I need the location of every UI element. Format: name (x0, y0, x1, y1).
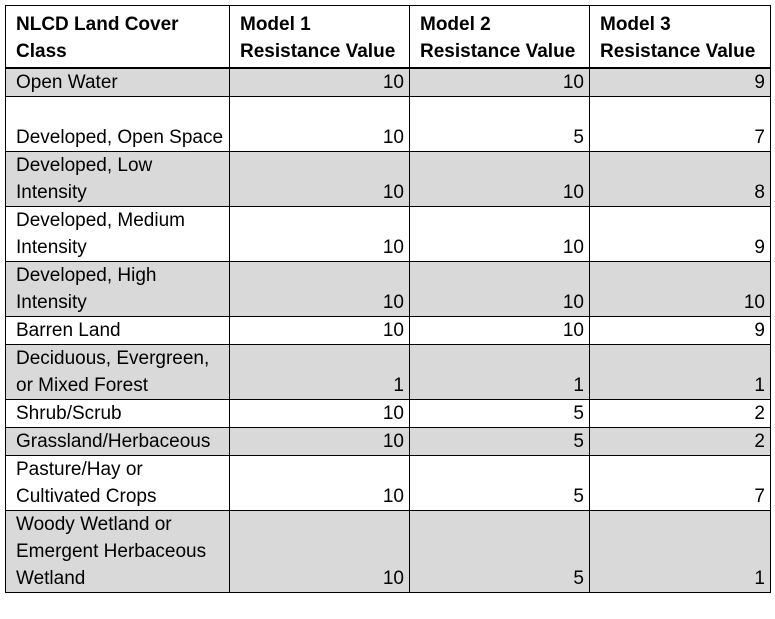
model-1-value: 10 (229, 151, 410, 207)
model-2-value: 10 (409, 206, 590, 262)
resistance-table: NLCD Land Cover Class Model 1 Resistance V… (5, 5, 771, 593)
model-2-value: 5 (409, 510, 590, 593)
table-row: Developed, Low Intensity 10 10 8 (5, 151, 771, 207)
model-2-value: 5 (409, 96, 590, 152)
model-1-value: 10 (229, 427, 410, 456)
model-2-value: 10 (409, 261, 590, 317)
model-3-value: 8 (589, 151, 771, 207)
model-3-value: 2 (589, 427, 771, 456)
header-model-2: Model 2 Resistance Value (409, 5, 590, 69)
table-row: Deciduous, Evergreen, or Mixed Forest 1 … (5, 344, 771, 400)
land-cover-class-cell: Pasture/Hay or Cultivated Crops (5, 455, 230, 511)
model-1-value: 10 (229, 455, 410, 511)
model-3-value: 9 (589, 316, 771, 345)
table-row: Developed, Medium Intensity 10 10 9 (5, 206, 771, 262)
model-3-value: 2 (589, 399, 771, 428)
table-row: Developed, High Intensity 10 10 10 (5, 261, 771, 317)
land-cover-class-cell: Developed, High Intensity (5, 261, 230, 317)
land-cover-class-cell: Deciduous, Evergreen, or Mixed Forest (5, 344, 230, 400)
model-3-value: 7 (589, 96, 771, 152)
model-2-value: 5 (409, 427, 590, 456)
table-row: Shrub/Scrub 10 5 2 (5, 399, 771, 428)
model-3-value: 9 (589, 67, 771, 97)
model-2-value: 10 (409, 67, 590, 97)
table-row: Open Water 10 10 9 (5, 67, 771, 97)
land-cover-class-cell: Developed, Open Space (5, 96, 230, 152)
header-model-3: Model 3 Resistance Value (589, 5, 771, 69)
model-2-value: 5 (409, 455, 590, 511)
model-3-value: 7 (589, 455, 771, 511)
model-1-value: 10 (229, 261, 410, 317)
land-cover-class-cell: Developed, Medium Intensity (5, 206, 230, 262)
land-cover-class-cell: Developed, Low Intensity (5, 151, 230, 207)
model-1-value: 10 (229, 67, 410, 97)
model-2-value: 5 (409, 399, 590, 428)
model-1-value: 1 (229, 344, 410, 400)
land-cover-class-cell: Shrub/Scrub (5, 399, 230, 428)
model-2-value: 1 (409, 344, 590, 400)
model-1-value: 10 (229, 316, 410, 345)
header-land-cover-class: NLCD Land Cover Class (5, 5, 230, 69)
land-cover-class-cell: Woody Wetland or Emergent Herbaceous Wet… (5, 510, 230, 593)
table-row: Barren Land 10 10 9 (5, 316, 771, 345)
table-row: Woody Wetland or Emergent Herbaceous Wet… (5, 510, 771, 593)
land-cover-class-cell: Barren Land (5, 316, 230, 345)
model-1-value: 10 (229, 96, 410, 152)
model-2-value: 10 (409, 316, 590, 345)
model-3-value: 1 (589, 510, 771, 593)
header-model-1: Model 1 Resistance Value (229, 5, 410, 69)
table-row: Developed, Open Space 10 5 7 (5, 96, 771, 152)
table-row: Pasture/Hay or Cultivated Crops 10 5 7 (5, 455, 771, 511)
model-1-value: 10 (229, 399, 410, 428)
model-1-value: 10 (229, 206, 410, 262)
land-cover-class-cell: Open Water (5, 67, 230, 97)
header-row: NLCD Land Cover Class Model 1 Resistance V… (5, 5, 771, 69)
model-3-value: 1 (589, 344, 771, 400)
land-cover-class-cell: Grassland/Herbaceous (5, 427, 230, 456)
table-row: Grassland/Herbaceous 10 5 2 (5, 427, 771, 456)
model-1-value: 10 (229, 510, 410, 593)
model-3-value: 10 (589, 261, 771, 317)
model-3-value: 9 (589, 206, 771, 262)
model-2-value: 10 (409, 151, 590, 207)
